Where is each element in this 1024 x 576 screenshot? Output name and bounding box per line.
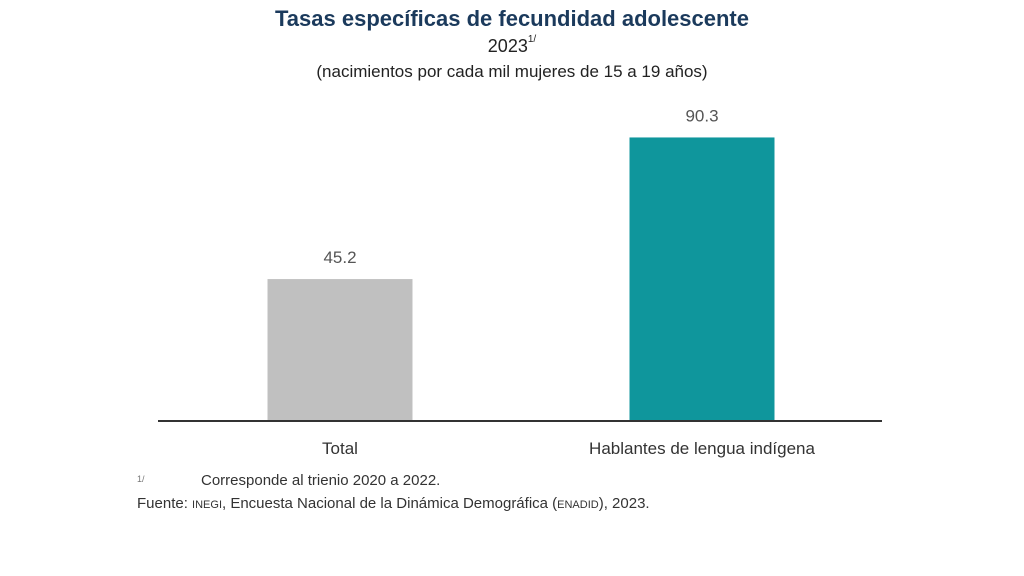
data-label-0: 45.2 (323, 248, 356, 267)
source-prefix: Fuente: (137, 495, 193, 512)
bar-0 (267, 279, 413, 421)
chart-year: 20231/ (0, 34, 1024, 57)
source-survey: ENADID (557, 499, 599, 511)
chart-subtitle: (nacimientos por cada mil mujeres de 15 … (316, 62, 708, 81)
chart-title: Tasas específicas de fecundidad adolesce… (274, 6, 749, 31)
category-label-1: Hablantes de lengua indígena (589, 439, 815, 458)
footnote-mark: 1/ (137, 474, 145, 484)
footnote-text: Corresponde al trienio 2020 a 2022. (201, 472, 441, 489)
bar-1 (629, 137, 775, 421)
category-label-0: Total (322, 439, 358, 458)
source-mid: , Encuesta Nacional de la Dinámica Demog… (222, 495, 558, 512)
source-end: ), 2023. (598, 495, 650, 512)
source-note: Fuente: INEGI, Encuesta Nacional de la D… (137, 495, 650, 512)
year-text: 2023 (487, 36, 528, 56)
data-label-1: 90.3 (685, 106, 718, 125)
year-note-mark: 1/ (527, 34, 537, 45)
source-org: INEGI (192, 499, 222, 511)
